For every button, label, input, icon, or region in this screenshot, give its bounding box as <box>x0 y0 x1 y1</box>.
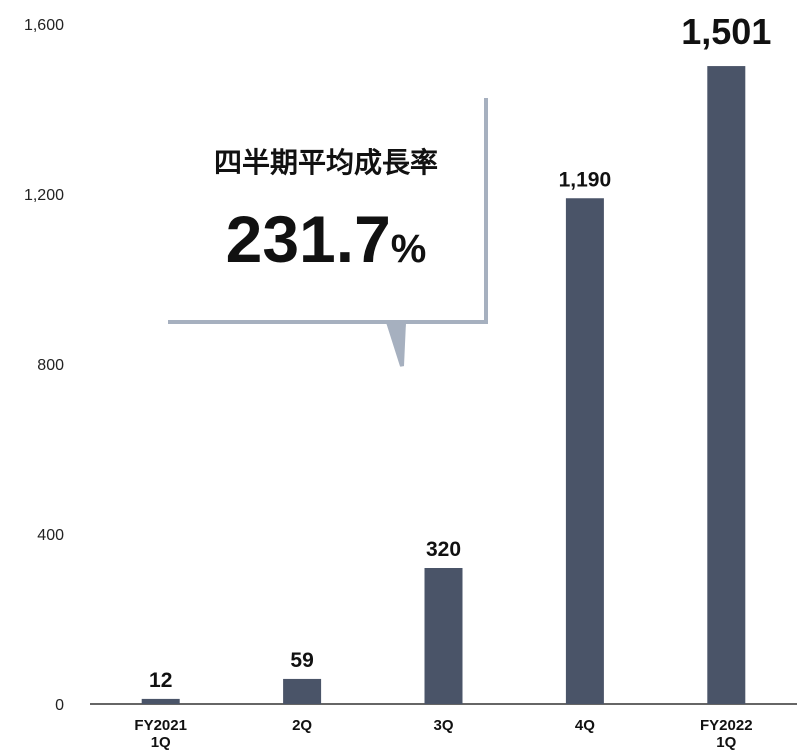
x-tick-label-line: 3Q <box>433 717 453 734</box>
x-tick-label: FY2021 1Q <box>134 717 187 751</box>
data-label: 320 <box>426 538 461 561</box>
x-tick-label-line: 1Q <box>151 734 171 751</box>
callout-value: 231.7 <box>226 202 391 276</box>
growth-rate-callout: 四半期平均成長率 231.7% <box>168 98 488 367</box>
bar <box>424 568 463 704</box>
data-label: 59 <box>290 649 313 672</box>
x-tick-label: 3Q <box>433 717 453 734</box>
bar <box>707 66 746 704</box>
bar <box>565 198 604 704</box>
callout-title: 四半期平均成長率 <box>214 146 438 178</box>
y-tick-label: 400 <box>37 527 64 544</box>
y-axis-ticks: 0 400 800 1,200 1,600 <box>24 17 64 714</box>
data-label: 1,190 <box>559 168 612 191</box>
x-tick-label: 2Q <box>292 717 312 734</box>
x-tick-label-line: 2Q <box>292 717 312 734</box>
bars <box>141 66 746 704</box>
y-tick-label: 1,600 <box>24 17 64 34</box>
data-label: 1,501 <box>681 11 771 52</box>
callout-unit: % <box>391 227 427 271</box>
x-tick-label-line: 1Q <box>716 734 736 751</box>
data-label: 12 <box>149 669 172 692</box>
bar <box>283 678 322 704</box>
callout-rate: 231.7% <box>226 202 427 276</box>
callout-pointer <box>386 322 406 367</box>
x-tick-label-line: 4Q <box>575 717 595 734</box>
y-tick-label: 0 <box>55 697 64 714</box>
y-tick-label: 800 <box>37 357 64 374</box>
x-tick-label: 4Q <box>575 717 595 734</box>
data-labels: 12 59 320 1,190 1,501 <box>149 11 771 692</box>
bar <box>141 698 180 704</box>
x-tick-label-line: FY2021 <box>134 717 187 734</box>
y-tick-label: 1,200 <box>24 187 64 204</box>
x-tick-label-line: FY2022 <box>700 717 753 734</box>
x-tick-label: FY2022 1Q <box>700 717 753 751</box>
